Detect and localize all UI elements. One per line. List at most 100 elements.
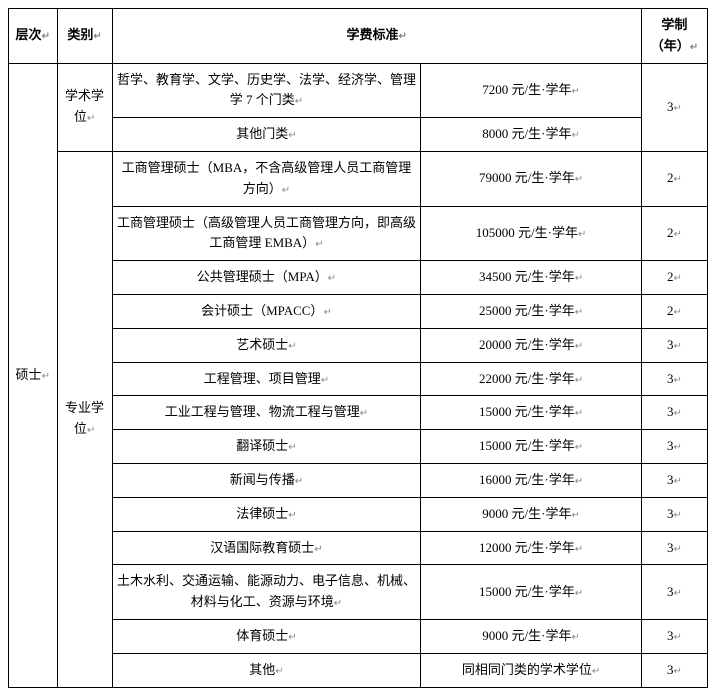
cell-fee: 16000 元/生·学年↵ (421, 463, 642, 497)
desc-text: 公共管理硕士（MPA） (197, 269, 328, 284)
return-mark: ↵ (334, 598, 342, 609)
table-row: 体育硕士↵ 9000 元/生·学年↵ 3↵ (9, 619, 708, 653)
desc-text: 汉语国际教育硕士 (210, 540, 314, 555)
table-row: 新闻与传播↵ 16000 元/生·学年↵ 3↵ (9, 463, 708, 497)
return-mark: ↵ (575, 408, 583, 419)
fee-text: 25000 元/生·学年 (479, 303, 575, 318)
return-mark: ↵ (673, 666, 681, 677)
cell-fee: 105000 元/生·学年↵ (421, 206, 642, 261)
fee-text: 9000 元/生·学年 (482, 628, 571, 643)
header-category-text: 类别 (67, 27, 93, 42)
cell-duration: 3↵ (641, 497, 707, 531)
cell-desc: 体育硕士↵ (112, 619, 421, 653)
table-row: 会计硕士（MPACC）↵ 25000 元/生·学年↵ 2↵ (9, 294, 708, 328)
return-mark: ↵ (328, 273, 336, 284)
return-mark: ↵ (571, 510, 579, 521)
fee-text: 8000 元/生·学年 (482, 126, 571, 141)
cell-fee: 9000 元/生·学年↵ (421, 619, 642, 653)
return-mark: ↵ (288, 510, 296, 521)
table-row: 其他↵ 同相同门类的学术学位↵ 3↵ (9, 653, 708, 687)
cell-category-professional: 专业学位↵ (57, 151, 112, 687)
return-mark: ↵ (673, 307, 681, 318)
header-tuition-text: 学费标准 (347, 27, 399, 42)
return-mark: ↵ (571, 632, 579, 643)
level-text: 硕士 (16, 367, 42, 382)
desc-text: 体育硕士 (236, 628, 288, 643)
cell-desc: 工商管理硕士（MBA，不含高级管理人员工商管理方向）↵ (112, 151, 421, 206)
return-mark: ↵ (360, 408, 368, 419)
fee-text: 15000 元/生·学年 (479, 438, 575, 453)
table-row: 硕士↵ 学术学位↵ 哲学、教育学、文学、历史学、法学、经济学、管理学 7 个门类… (9, 63, 708, 118)
fee-text: 9000 元/生·学年 (482, 506, 571, 521)
header-level: 层次↵ (9, 9, 58, 64)
cell-fee: 15000 元/生·学年↵ (421, 396, 642, 430)
cell-fee: 7200 元/生·学年↵ (421, 63, 642, 118)
return-mark: ↵ (673, 273, 681, 284)
return-mark: ↵ (87, 113, 95, 124)
fee-text: 34500 元/生·学年 (479, 269, 575, 284)
return-mark: ↵ (592, 666, 600, 677)
cell-fee: 22000 元/生·学年↵ (421, 362, 642, 396)
return-mark: ↵ (673, 442, 681, 453)
return-mark: ↵ (321, 375, 329, 386)
return-mark: ↵ (42, 31, 50, 42)
fee-text: 16000 元/生·学年 (479, 472, 575, 487)
header-tuition: 学费标准↵ (112, 9, 641, 64)
cell-duration: 3↵ (641, 328, 707, 362)
table-row: 专业学位↵ 工商管理硕士（MBA，不含高级管理人员工商管理方向）↵ 79000 … (9, 151, 708, 206)
return-mark: ↵ (673, 375, 681, 386)
return-mark: ↵ (673, 544, 681, 555)
desc-text: 艺术硕士 (236, 337, 288, 352)
fee-text: 20000 元/生·学年 (479, 337, 575, 352)
return-mark: ↵ (575, 588, 583, 599)
fee-text: 同相同门类的学术学位 (462, 662, 592, 677)
cell-fee: 12000 元/生·学年↵ (421, 531, 642, 565)
table-row: 翻译硕士↵ 15000 元/生·学年↵ 3↵ (9, 430, 708, 464)
cell-desc: 法律硕士↵ (112, 497, 421, 531)
table-row: 艺术硕士↵ 20000 元/生·学年↵ 3↵ (9, 328, 708, 362)
desc-text: 翻译硕士 (236, 438, 288, 453)
return-mark: ↵ (399, 31, 407, 42)
return-mark: ↵ (315, 239, 323, 250)
return-mark: ↵ (673, 476, 681, 487)
cell-fee: 15000 元/生·学年↵ (421, 430, 642, 464)
table-row: 公共管理硕士（MPA）↵ 34500 元/生·学年↵ 2↵ (9, 261, 708, 295)
fee-text: 79000 元/生·学年 (479, 170, 575, 185)
table-header-row: 层次↵ 类别↵ 学费标准↵ 学制（年）↵ (9, 9, 708, 64)
return-mark: ↵ (323, 307, 331, 318)
cell-desc: 土木水利、交通运输、能源动力、电子信息、机械、材料与化工、资源与环境↵ (112, 565, 421, 620)
cell-desc: 工商管理硕士（高级管理人员工商管理方向，即高级工商管理 EMBA）↵ (112, 206, 421, 261)
desc-text: 法律硕士 (236, 506, 288, 521)
return-mark: ↵ (673, 103, 681, 114)
cell-duration: 3↵ (641, 565, 707, 620)
return-mark: ↵ (575, 442, 583, 453)
cell-duration: 3↵ (641, 619, 707, 653)
table-row: 汉语国际教育硕士 ↵ 12000 元/生·学年↵ 3↵ (9, 531, 708, 565)
header-duration: 学制（年）↵ (641, 9, 707, 64)
fee-text: 22000 元/生·学年 (479, 371, 575, 386)
return-mark: ↵ (673, 588, 681, 599)
return-mark: ↵ (288, 632, 296, 643)
cell-desc: 工程管理、项目管理↵ (112, 362, 421, 396)
header-level-text: 层次 (16, 27, 42, 42)
return-mark: ↵ (93, 31, 101, 42)
desc-text: 新闻与传播 (230, 472, 295, 487)
return-mark: ↵ (288, 130, 296, 141)
desc-text: 其他门类 (236, 126, 288, 141)
cell-duration: 2↵ (641, 206, 707, 261)
cell-fee: 34500 元/生·学年↵ (421, 261, 642, 295)
cell-level: 硕士↵ (9, 63, 58, 687)
fee-text: 15000 元/生·学年 (479, 584, 575, 599)
cell-duration: 2↵ (641, 294, 707, 328)
cell-duration: 3↵ (641, 531, 707, 565)
fee-text: 105000 元/生·学年 (476, 225, 578, 240)
cell-fee: 9000 元/生·学年↵ (421, 497, 642, 531)
return-mark: ↵ (673, 341, 681, 352)
cell-desc: 公共管理硕士（MPA）↵ (112, 261, 421, 295)
return-mark: ↵ (282, 185, 290, 196)
return-mark: ↵ (673, 174, 681, 185)
return-mark: ↵ (575, 273, 583, 284)
cell-duration: 2↵ (641, 151, 707, 206)
cell-desc: 工业工程与管理、物流工程与管理↵ (112, 396, 421, 430)
cell-category-academic: 学术学位↵ (57, 63, 112, 151)
